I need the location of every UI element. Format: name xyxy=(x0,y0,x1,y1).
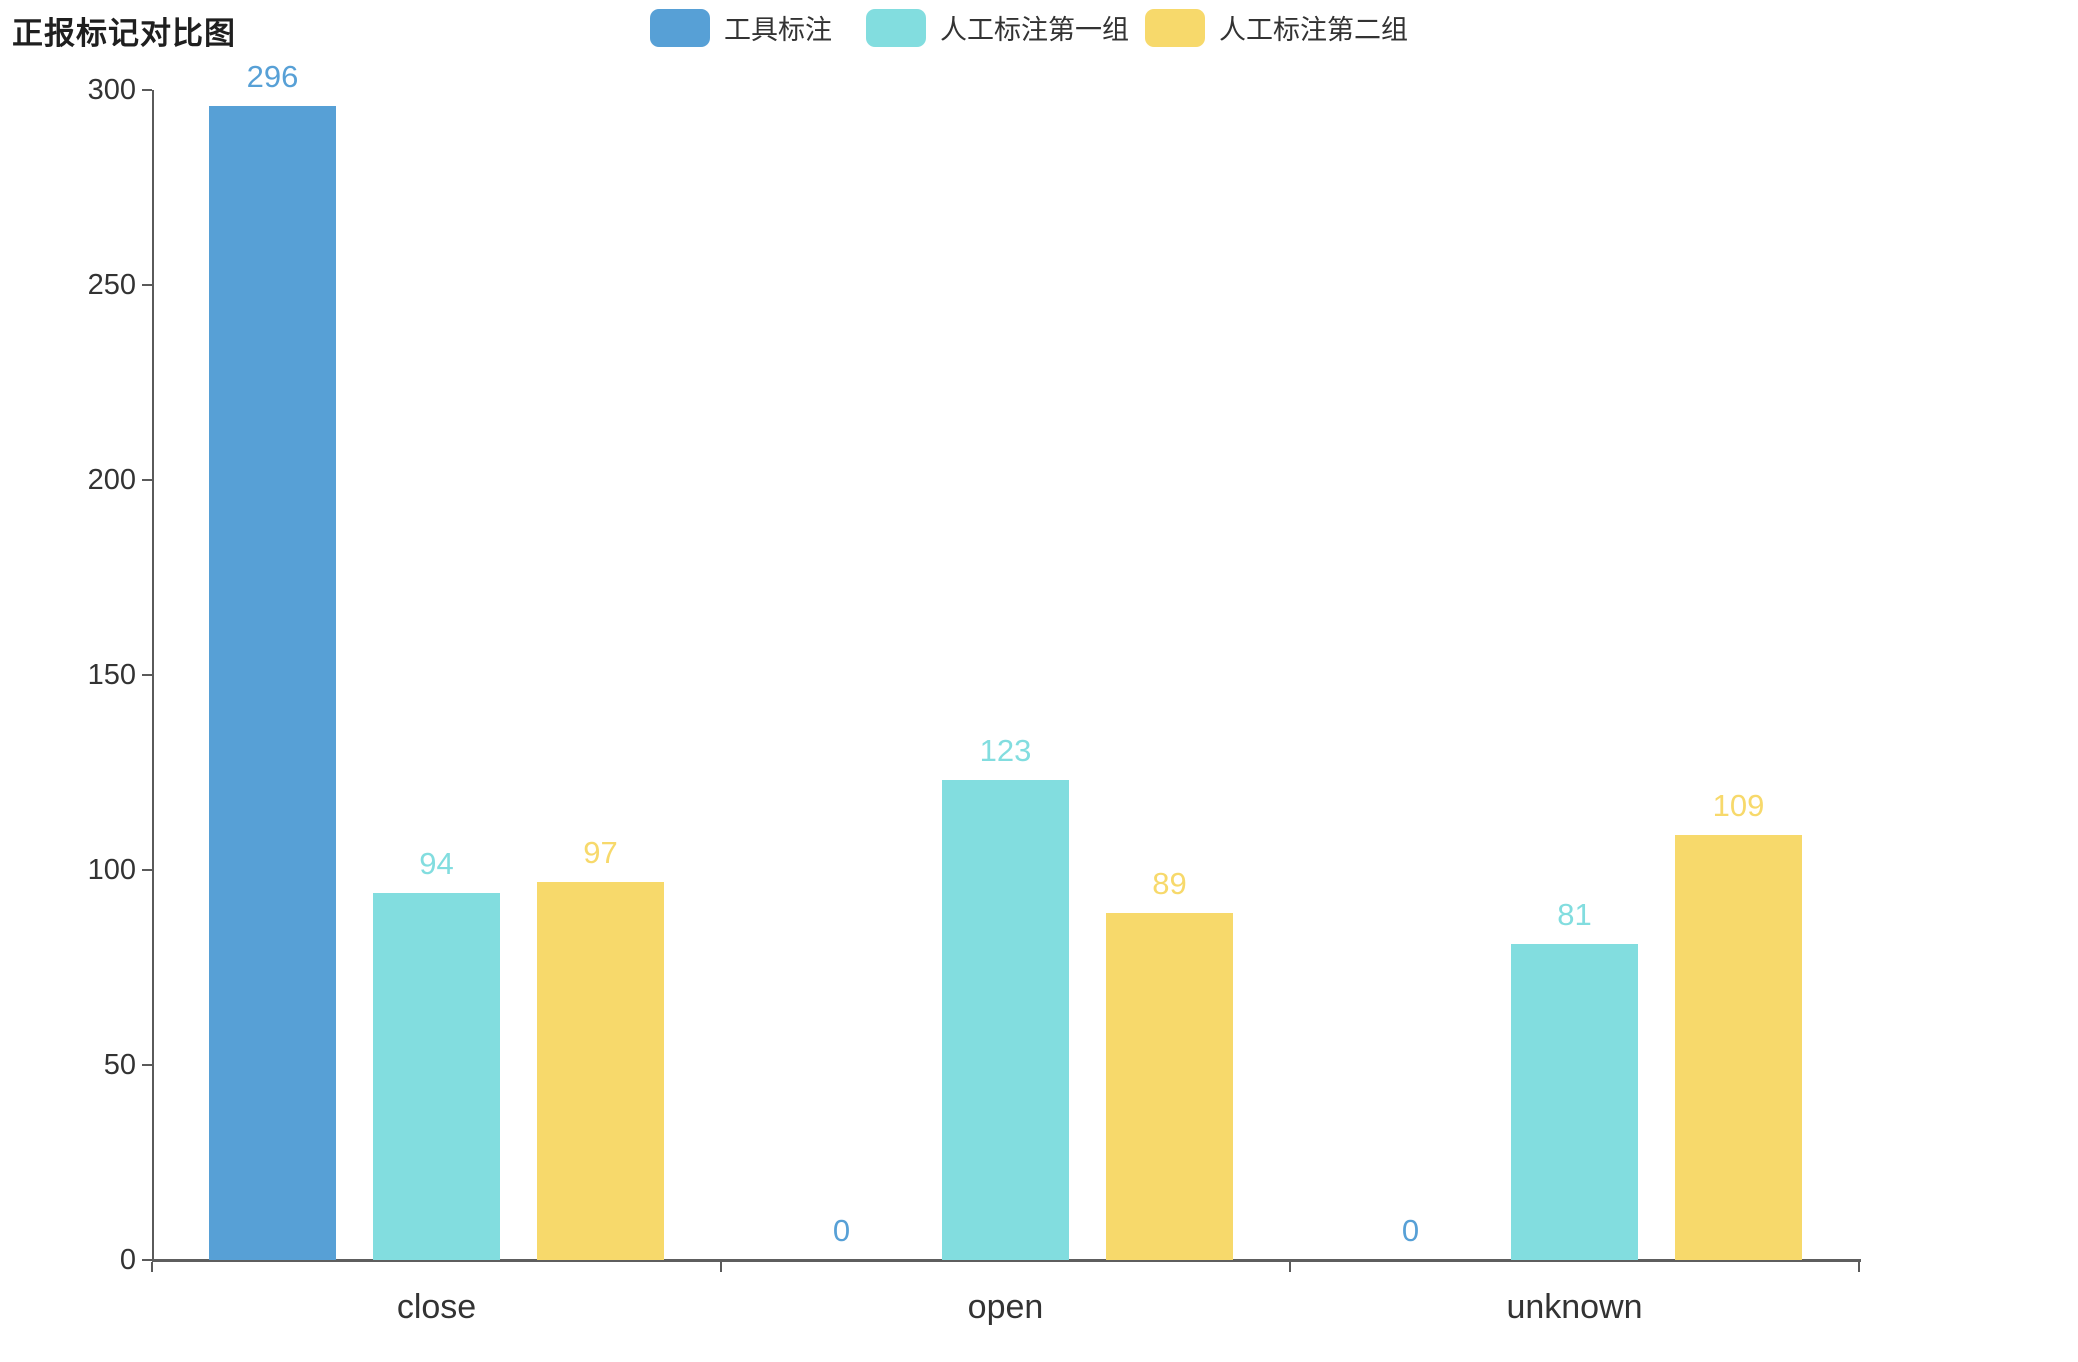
bar-value-人工标注第二组-open: 89 xyxy=(1152,866,1187,901)
legend-item-人工标注第二组[interactable]: 人工标注第二组 xyxy=(1145,8,1408,47)
category-label-unknown: unknown xyxy=(1506,1288,1643,1326)
bar-value-工具标注-close: 296 xyxy=(246,59,299,94)
legend-swatch-工具标注 xyxy=(650,8,710,47)
category-label-open: open xyxy=(967,1288,1044,1326)
y-tick-label: 0 xyxy=(119,1244,136,1276)
legend-label: 人工标注第一组 xyxy=(940,15,1129,45)
y-axis-tick xyxy=(142,869,152,871)
y-axis-tick xyxy=(142,674,152,676)
bar-工具标注-close[interactable] xyxy=(209,106,336,1260)
legend-swatch-人工标注第一组 xyxy=(866,8,926,47)
y-tick-label: 200 xyxy=(87,464,136,496)
y-tick-label: 100 xyxy=(87,854,136,886)
bar-value-工具标注-open: 0 xyxy=(832,1213,851,1248)
x-axis-line xyxy=(152,1259,1861,1262)
bar-人工标注第一组-unknown[interactable] xyxy=(1511,944,1638,1260)
bar-人工标注第二组-close[interactable] xyxy=(537,882,664,1260)
x-axis-tick xyxy=(1289,1262,1291,1272)
legend-item-工具标注[interactable]: 工具标注 xyxy=(650,8,832,47)
bar-人工标注第二组-open[interactable] xyxy=(1106,913,1233,1260)
y-axis-tick xyxy=(142,479,152,481)
y-axis-tick xyxy=(142,89,152,91)
legend-item-人工标注第一组[interactable]: 人工标注第一组 xyxy=(866,8,1129,47)
chart-title: 正报标记对比图 xyxy=(12,16,236,51)
bar-人工标注第一组-close[interactable] xyxy=(373,893,500,1260)
category-label-close: close xyxy=(396,1288,477,1326)
bar-value-人工标注第二组-unknown: 109 xyxy=(1712,788,1765,823)
y-tick-label: 50 xyxy=(103,1049,136,1081)
bar-人工标注第一组-open[interactable] xyxy=(942,780,1069,1260)
y-axis-tick xyxy=(142,284,152,286)
bar-value-人工标注第一组-unknown: 81 xyxy=(1557,897,1592,932)
bar-value-人工标注第一组-close: 94 xyxy=(419,846,454,881)
bar-value-工具标注-unknown: 0 xyxy=(1401,1213,1420,1248)
bar-value-人工标注第一组-open: 123 xyxy=(979,733,1032,768)
y-tick-label: 150 xyxy=(87,659,136,691)
legend-label: 人工标注第二组 xyxy=(1219,15,1408,45)
y-tick-label: 250 xyxy=(87,269,136,301)
y-tick-label: 300 xyxy=(87,74,136,106)
y-axis-line xyxy=(152,90,154,1260)
x-axis-tick xyxy=(720,1262,722,1272)
y-axis-tick xyxy=(142,1064,152,1066)
legend-label: 工具标注 xyxy=(724,15,832,45)
x-axis-tick xyxy=(151,1262,153,1272)
legend: 工具标注 人工标注第一组 人工标注第二组 xyxy=(0,0,2078,60)
bar-value-人工标注第二组-close: 97 xyxy=(583,835,618,870)
bar-人工标注第二组-unknown[interactable] xyxy=(1675,835,1802,1260)
x-axis-tick xyxy=(1858,1262,1860,1272)
legend-swatch-人工标注第二组 xyxy=(1145,8,1205,47)
y-axis-tick xyxy=(142,1259,152,1261)
